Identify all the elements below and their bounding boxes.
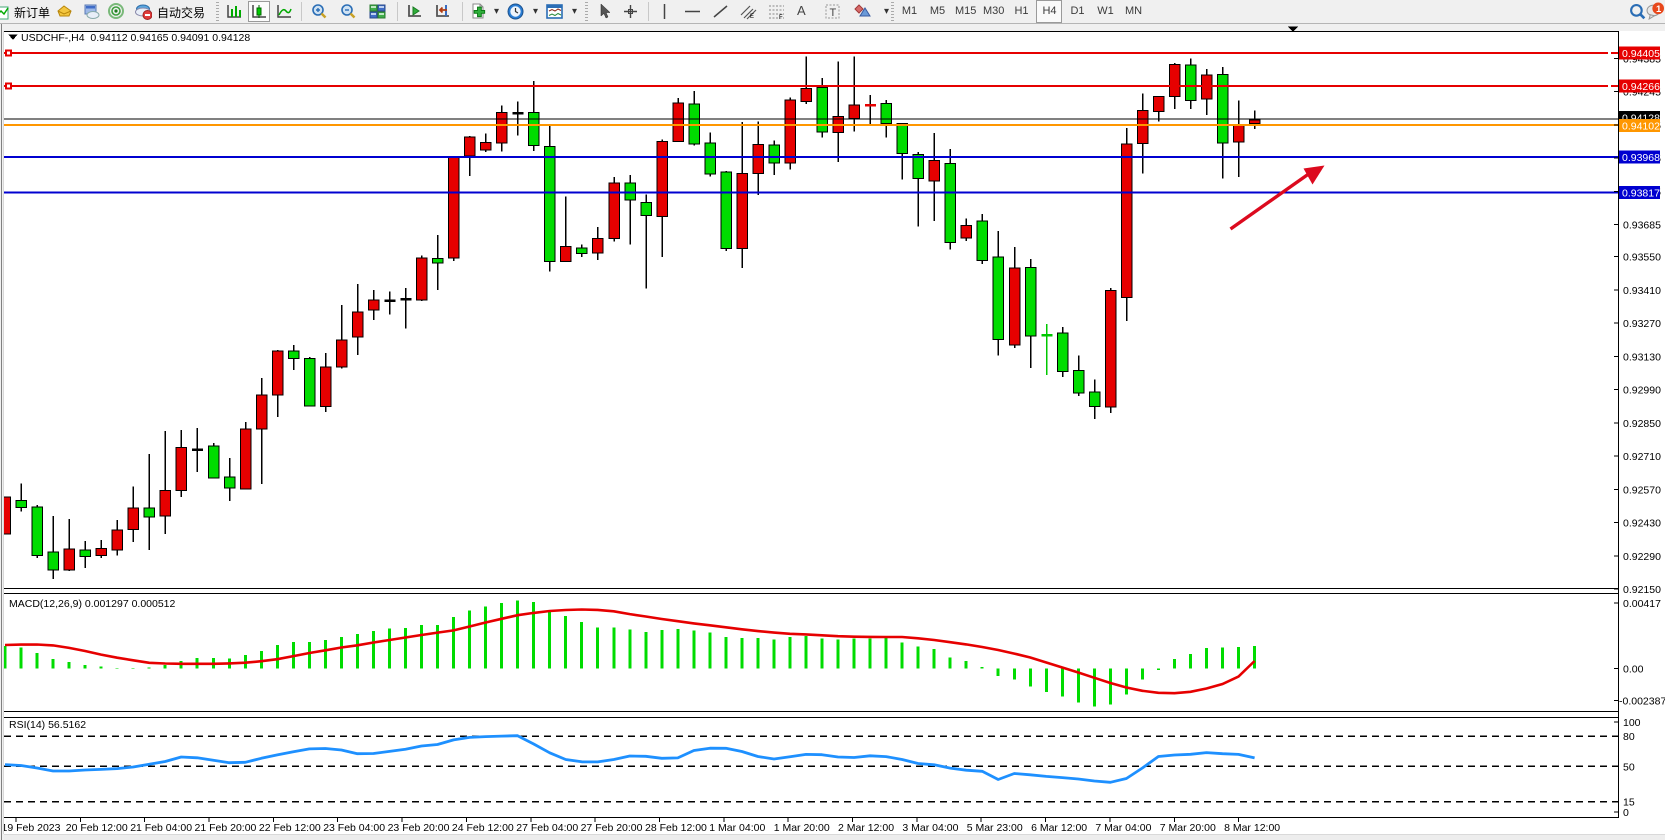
svg-text:19 Feb 2023: 19 Feb 2023 — [2, 822, 61, 834]
svg-text:-0.002387: -0.002387 — [1619, 696, 1665, 708]
svg-text:15: 15 — [1623, 797, 1635, 809]
svg-text:0.93550: 0.93550 — [1623, 252, 1661, 264]
svg-text:0.92430: 0.92430 — [1623, 518, 1661, 530]
svg-text:80: 80 — [1623, 731, 1635, 743]
svg-text:0.92850: 0.92850 — [1623, 418, 1661, 430]
svg-text:0.92570: 0.92570 — [1623, 485, 1661, 497]
svg-text:0.00417: 0.00417 — [1623, 598, 1661, 610]
svg-text:0.93685: 0.93685 — [1623, 220, 1661, 232]
svg-text:21 Feb 20:00: 21 Feb 20:00 — [195, 822, 257, 834]
svg-text:0.92990: 0.92990 — [1623, 385, 1661, 397]
svg-text:6 Mar 12:00: 6 Mar 12:00 — [1031, 822, 1087, 834]
svg-text:1: 1 — [1656, 4, 1662, 15]
svg-text:0: 0 — [1623, 807, 1629, 819]
svg-text:0.92710: 0.92710 — [1623, 451, 1661, 463]
svg-text:0.93968: 0.93968 — [1622, 152, 1660, 164]
svg-text:0.00: 0.00 — [1623, 663, 1644, 675]
svg-text:0.93270: 0.93270 — [1623, 318, 1661, 330]
svg-text:23 Feb 04:00: 23 Feb 04:00 — [323, 822, 385, 834]
svg-text:7 Mar 20:00: 7 Mar 20:00 — [1160, 822, 1216, 834]
svg-text:0.93130: 0.93130 — [1623, 352, 1661, 364]
svg-text:0.94405: 0.94405 — [1622, 48, 1660, 60]
svg-text:8 Mar 12:00: 8 Mar 12:00 — [1224, 822, 1280, 834]
svg-text:7 Mar 04:00: 7 Mar 04:00 — [1095, 822, 1151, 834]
svg-text:21 Feb 04:00: 21 Feb 04:00 — [130, 822, 192, 834]
svg-text:0.94266: 0.94266 — [1622, 81, 1660, 93]
svg-text:3 Mar 04:00: 3 Mar 04:00 — [902, 822, 958, 834]
svg-text:2 Mar 12:00: 2 Mar 12:00 — [838, 822, 894, 834]
svg-text:0.93410: 0.93410 — [1623, 285, 1661, 297]
svg-text:0.94102: 0.94102 — [1622, 121, 1660, 133]
svg-text:24 Feb 12:00: 24 Feb 12:00 — [452, 822, 514, 834]
svg-text:5 Mar 23:00: 5 Mar 23:00 — [967, 822, 1023, 834]
svg-text:27 Feb 20:00: 27 Feb 20:00 — [581, 822, 643, 834]
svg-text:0.92290: 0.92290 — [1623, 551, 1661, 563]
svg-text:20 Feb 12:00: 20 Feb 12:00 — [66, 822, 128, 834]
svg-text:22 Feb 12:00: 22 Feb 12:00 — [259, 822, 321, 834]
svg-text:28 Feb 12:00: 28 Feb 12:00 — [645, 822, 707, 834]
svg-text:E: E — [750, 14, 754, 20]
svg-text:0.93817: 0.93817 — [1622, 188, 1660, 200]
svg-text:F: F — [779, 15, 783, 20]
svg-text:RSI(14) 56.5162: RSI(14) 56.5162 — [9, 719, 86, 731]
svg-text:23 Feb 20:00: 23 Feb 20:00 — [388, 822, 450, 834]
svg-text:100: 100 — [1623, 717, 1641, 729]
svg-text:1 Mar 20:00: 1 Mar 20:00 — [774, 822, 830, 834]
svg-text:0.92150: 0.92150 — [1623, 584, 1661, 596]
svg-text:USDCHF-,H4 0.94112 0.94165 0.: USDCHF-,H4 0.94112 0.94165 0.94091 0.941… — [21, 32, 250, 44]
svg-text:1 Mar 04:00: 1 Mar 04:00 — [709, 822, 765, 834]
svg-text:50: 50 — [1623, 761, 1635, 773]
svg-text:T: T — [830, 7, 837, 19]
svg-text:27 Feb 04:00: 27 Feb 04:00 — [516, 822, 578, 834]
svg-text:MACD(12,26,9) 0.001297 0.00051: MACD(12,26,9) 0.001297 0.000512 — [9, 598, 176, 610]
